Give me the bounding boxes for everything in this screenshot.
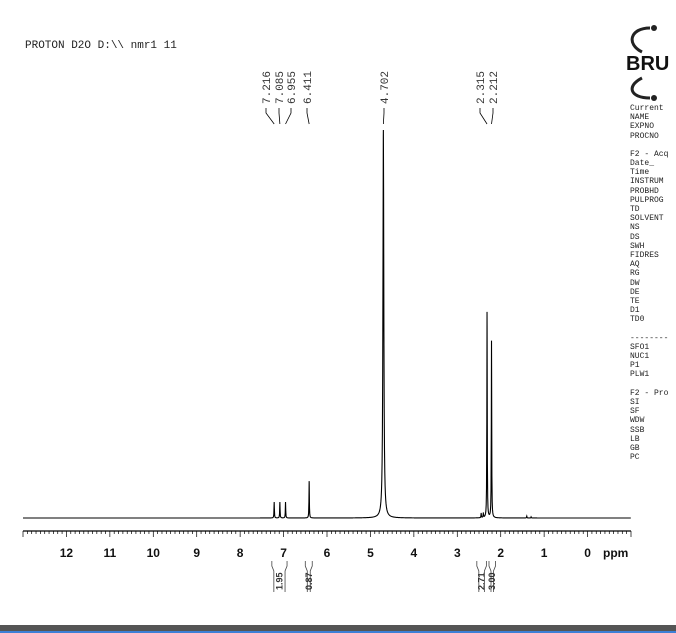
parameter-label: Current xyxy=(630,104,664,113)
parameter-label: AQ xyxy=(630,260,640,270)
peak-label: 6.411 xyxy=(303,71,315,104)
tick-label: 7 xyxy=(280,546,287,560)
integral-bracket xyxy=(488,561,496,592)
window-bottom-bar xyxy=(0,625,676,631)
tick-label: 5 xyxy=(367,546,374,560)
integral-value: 2.71 xyxy=(477,572,487,590)
parameter-label: NAME xyxy=(630,113,650,123)
parameter-label: GB xyxy=(630,443,640,453)
parameter-label: P1 xyxy=(630,361,640,371)
parameter-label: DW xyxy=(630,278,640,288)
tick-label: 3 xyxy=(454,546,461,560)
parameter-label: D1 xyxy=(630,306,640,316)
peak-label: 7.216 xyxy=(262,71,274,104)
parameter-label: SI xyxy=(630,397,640,407)
parameter-label: PROBHD xyxy=(630,186,659,196)
parameter-label: PROCNO xyxy=(630,131,659,141)
acquisition-parameters: Current NAME EXPNO PROCNO F2 - Acq Date_ Time I… xyxy=(630,104,668,462)
parameter-label: -------- xyxy=(630,333,669,343)
tick-label: 10 xyxy=(147,546,161,560)
integral-value: 0.87 xyxy=(304,572,314,590)
peak-label: 2.315 xyxy=(476,71,488,104)
spectrum-title: PROTON D2O D:\\ nmr1 11 xyxy=(25,40,177,52)
parameter-label: Time xyxy=(630,168,650,178)
parameter-label: F2 - Acq xyxy=(630,149,669,159)
integral-bracket xyxy=(304,561,313,592)
parameter-label: PC xyxy=(630,453,640,463)
parameter-label: RG xyxy=(630,269,640,279)
parameter-label: PLW1 xyxy=(630,370,650,380)
parameter-label: Date_ xyxy=(630,159,655,169)
parameter-label: EXPNO xyxy=(630,122,655,132)
peak-label: 7.085 xyxy=(275,71,287,104)
axis-label-ppm: ppm xyxy=(603,546,628,560)
parameter-label: SSB xyxy=(630,425,645,435)
parameter-label: NUC1 xyxy=(630,352,650,362)
integral-value: 3.00 xyxy=(487,572,497,590)
integral-bracket xyxy=(271,561,288,592)
parameter-label: DE xyxy=(630,287,640,297)
tick-label: 1 xyxy=(541,546,548,560)
parameter-label: NS xyxy=(630,223,640,233)
window-bottom-accent xyxy=(0,631,676,633)
parameter-label: LB xyxy=(630,434,640,444)
tick-label: 0 xyxy=(584,546,591,560)
tick-label: 8 xyxy=(237,546,244,560)
parameter-label: TD xyxy=(630,205,640,215)
peak-label-leader xyxy=(265,108,275,125)
tick-label: 9 xyxy=(193,546,200,560)
tick-label: 11 xyxy=(104,546,117,560)
spectrum-trace xyxy=(23,129,631,519)
tick-label: 12 xyxy=(60,546,74,560)
peak-label: 6.955 xyxy=(287,71,299,104)
bruker-logo: BRU xyxy=(626,25,669,101)
integral-value: 1.95 xyxy=(274,572,284,590)
parameter-label: TD0 xyxy=(630,315,645,325)
peak-label-leader xyxy=(479,108,488,125)
tick-label: 6 xyxy=(324,546,331,560)
parameter-label: SWH xyxy=(630,241,645,251)
parameter-label: SOLVENT xyxy=(630,214,664,224)
peak-label: 4.702 xyxy=(380,71,392,104)
parameter-label: FIDRES xyxy=(630,251,659,261)
peak-label-leader xyxy=(382,108,385,125)
peak-label-leader xyxy=(491,108,494,125)
parameter-label: PULPROG xyxy=(630,195,664,205)
parameter-label: F2 - Pro xyxy=(630,388,669,398)
svg-text:BRU: BRU xyxy=(626,53,669,75)
parameter-label: TE xyxy=(630,297,640,307)
parameter-label: SF xyxy=(630,407,640,417)
peak-label-leader xyxy=(306,108,310,125)
tick-label: 4 xyxy=(411,546,418,560)
peak-label: 2.212 xyxy=(489,71,501,104)
integral-bracket xyxy=(476,561,487,592)
tick-label: 2 xyxy=(497,546,504,560)
parameter-label: SFO1 xyxy=(630,342,650,352)
parameter-label: DS xyxy=(630,232,640,242)
peak-label-leader xyxy=(285,108,292,125)
peak-label-leader xyxy=(278,108,281,125)
parameter-label: WDW xyxy=(630,416,645,426)
ppm-axis: 12 11 10 9 8 7 6 5 4 3 2 1 0 xyxy=(22,530,632,560)
parameter-label: INSTRUM xyxy=(630,177,664,187)
